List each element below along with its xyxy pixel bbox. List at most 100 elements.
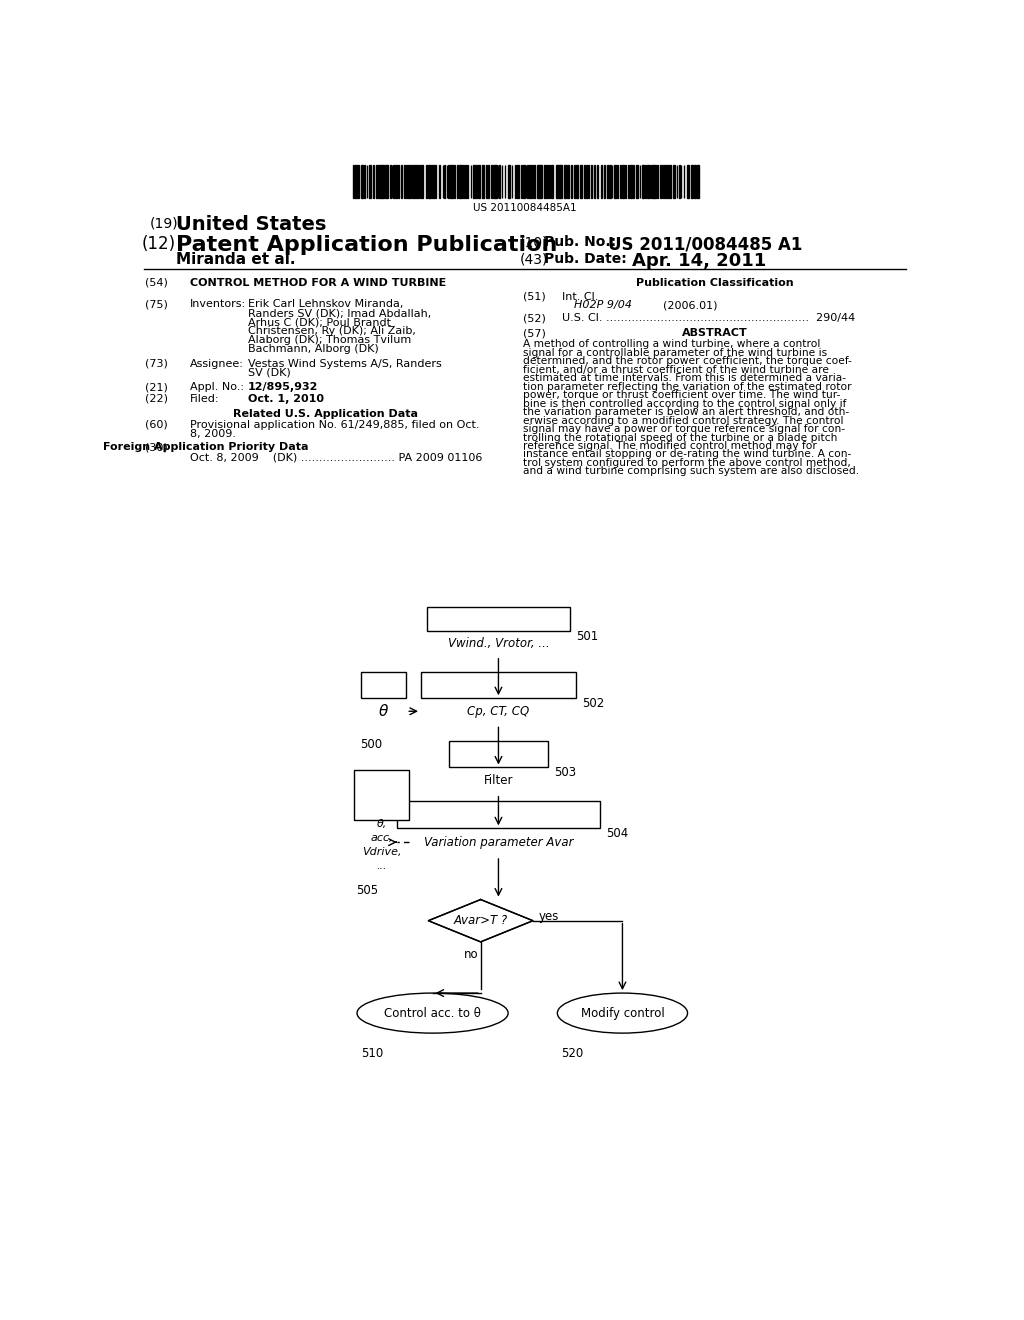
Text: Arhus C (DK); Poul Brandt: Arhus C (DK); Poul Brandt [248, 317, 391, 327]
Bar [408, 165, 410, 198]
Bar [573, 165, 575, 198]
Bar [566, 165, 569, 198]
Bar [630, 165, 632, 198]
Bar [385, 165, 388, 198]
Bar [538, 165, 540, 198]
Bar [395, 165, 397, 198]
Text: Related U.S. Application Data: Related U.S. Application Data [233, 409, 418, 418]
Bar [379, 165, 381, 198]
Bar [560, 165, 562, 198]
Text: (21): (21) [145, 383, 168, 392]
Text: Pub. Date:: Pub. Date: [544, 252, 627, 267]
Bar [523, 165, 524, 198]
Bar [381, 165, 384, 198]
Bar [664, 165, 665, 198]
Text: Alaborg (DK); Thomas Tvilum: Alaborg (DK); Thomas Tvilum [248, 335, 412, 345]
Text: Modify control: Modify control [581, 1007, 665, 1019]
Text: Apr. 14, 2011: Apr. 14, 2011 [632, 252, 766, 271]
Bar [625, 165, 627, 198]
Bar [397, 800, 600, 829]
Text: CONTROL METHOD FOR A WIND TURBINE: CONTROL METHOD FOR A WIND TURBINE [190, 277, 446, 288]
Text: U.S. Cl. ........................................................  290/44: U.S. Cl. ...............................… [562, 313, 855, 323]
Bar [653, 165, 655, 198]
Bar [575, 165, 578, 198]
Text: Filter: Filter [483, 774, 513, 787]
Bar [355, 165, 356, 198]
Bar [493, 165, 495, 198]
Text: Assignee:: Assignee: [190, 359, 244, 368]
Bar [352, 165, 354, 198]
Text: (52): (52) [523, 313, 546, 323]
Bar [432, 165, 434, 198]
Text: 504: 504 [606, 826, 629, 840]
Bar [463, 165, 464, 198]
Bar [609, 165, 611, 198]
Bar [449, 742, 548, 767]
Bar [369, 165, 371, 198]
Text: Control acc. to θ: Control acc. to θ [384, 1007, 481, 1019]
Bar [604, 165, 605, 198]
Bar [656, 165, 658, 198]
Text: Int. Cl.: Int. Cl. [562, 292, 598, 301]
Text: Oct. 1, 2010: Oct. 1, 2010 [248, 393, 325, 404]
Text: Patent Application Publication: Patent Application Publication [176, 235, 557, 255]
Text: power, torque or thrust coefficient over time. The wind tur-: power, torque or thrust coefficient over… [523, 391, 841, 400]
Text: no: no [464, 948, 478, 961]
Bar [438, 165, 440, 198]
Bar [541, 165, 542, 198]
Bar [473, 165, 475, 198]
Text: Foreign Application Priority Data: Foreign Application Priority Data [102, 442, 308, 453]
Ellipse shape [357, 993, 508, 1034]
Bar [361, 672, 407, 698]
Bar [451, 165, 453, 198]
Text: A method of controlling a wind turbine, where a control: A method of controlling a wind turbine, … [523, 339, 820, 350]
Text: Publication Classification: Publication Classification [636, 277, 794, 288]
Bar [416, 165, 418, 198]
Bar [597, 165, 598, 198]
Text: bine is then controlled according to the control signal only if: bine is then controlled according to the… [523, 399, 847, 409]
Text: instance entail stopping or de-rating the wind turbine. A con-: instance entail stopping or de-rating th… [523, 449, 852, 459]
Text: Bachmann, Alborg (DK): Bachmann, Alborg (DK) [248, 343, 379, 354]
Bar [427, 607, 570, 631]
Text: (30): (30) [145, 442, 168, 453]
Bar [376, 165, 378, 198]
Bar [659, 165, 662, 198]
Text: 501: 501 [577, 630, 599, 643]
Bar [564, 165, 566, 198]
Bar [517, 165, 519, 198]
Text: Filed:: Filed: [190, 393, 219, 404]
Bar [461, 165, 462, 198]
Text: Miranda et al.: Miranda et al. [176, 252, 296, 268]
Polygon shape [428, 899, 532, 942]
Text: Erik Carl Lehnskov Miranda,: Erik Carl Lehnskov Miranda, [248, 300, 403, 309]
Text: Vwind., Vrotor, ...: Vwind., Vrotor, ... [447, 638, 549, 649]
Text: 8, 2009.: 8, 2009. [190, 429, 236, 438]
Bar [580, 165, 583, 198]
Text: (43): (43) [519, 252, 548, 267]
Text: US 20110084485A1: US 20110084485A1 [473, 203, 577, 213]
Text: Christensen, Ry (DK); Ali Zaib,: Christensen, Ry (DK); Ali Zaib, [248, 326, 416, 335]
Text: 503: 503 [554, 766, 577, 779]
Text: trol system configured to perform the above control method,: trol system configured to perform the ab… [523, 458, 851, 467]
Text: 510: 510 [360, 1047, 383, 1060]
Bar [403, 165, 406, 198]
Bar [697, 165, 699, 198]
Text: Pub. No.:: Pub. No.: [544, 235, 616, 249]
Text: erwise according to a modified control strategy. The control: erwise according to a modified control s… [523, 416, 844, 425]
Text: (51): (51) [523, 292, 546, 301]
Bar [421, 672, 575, 698]
Bar [457, 165, 458, 198]
Bar [557, 165, 560, 198]
Text: the variation parameter is below an alert threshold, and oth-: the variation parameter is below an aler… [523, 407, 850, 417]
Bar [360, 165, 362, 198]
Text: (73): (73) [145, 359, 168, 368]
Bar [419, 165, 420, 198]
Bar [669, 165, 671, 198]
Bar [666, 165, 669, 198]
Text: (10): (10) [519, 235, 548, 249]
Text: (2006.01): (2006.01) [663, 301, 717, 310]
Text: Avar>T ?: Avar>T ? [454, 915, 508, 927]
Text: Oct. 8, 2009    (DK) .......................... PA 2009 01106: Oct. 8, 2009 (DK) ......................… [190, 453, 482, 462]
Bar [693, 165, 696, 198]
Text: θ,
acc,
Vdrive,
...: θ, acc, Vdrive, ... [361, 820, 401, 871]
